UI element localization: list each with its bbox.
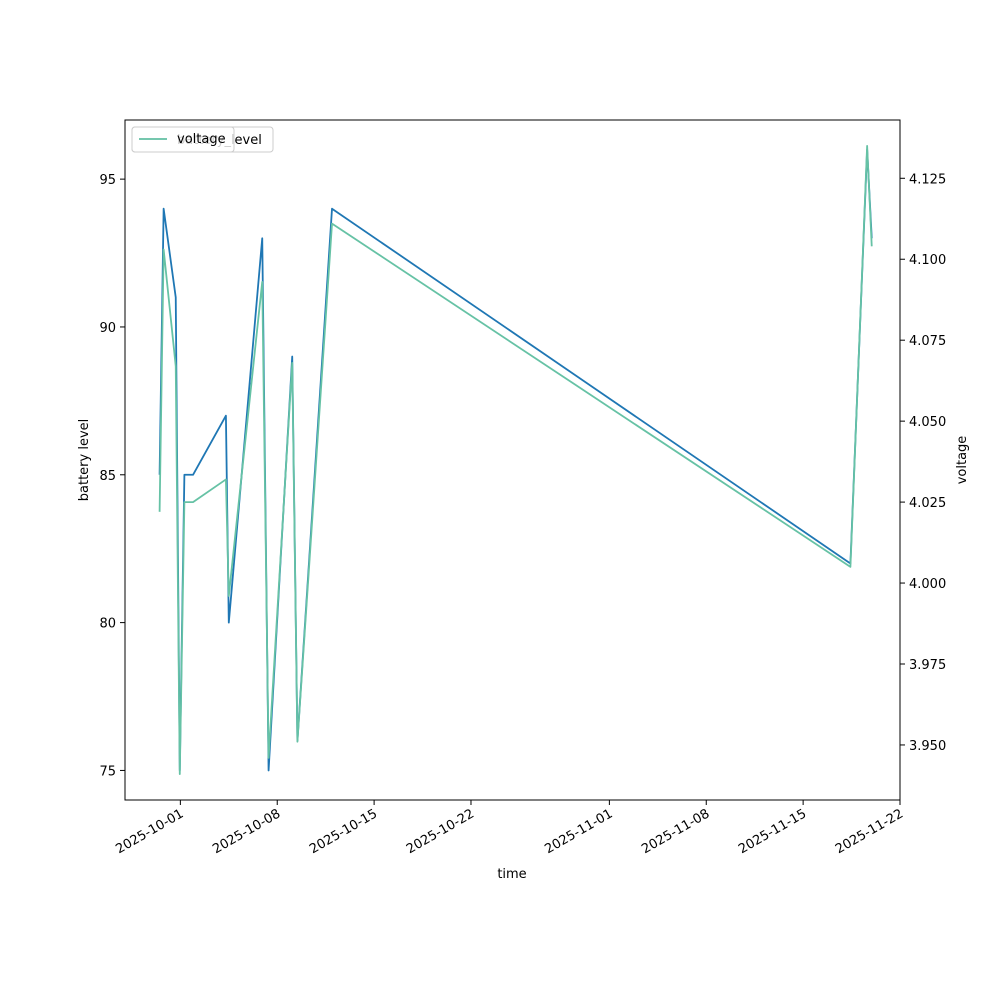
legend-right-label: voltage <box>177 132 226 147</box>
y-axis-right: 3.950 3.975 4.000 4.025 4.050 4.075 4.100 4.125 <box>900 172 946 754</box>
plot-frame <box>124 119 901 801</box>
y-right-tick-label-0: 3.950 <box>909 739 946 754</box>
legend-right-box <box>131 126 235 153</box>
y-left-tick-label-3: 90 <box>99 321 116 336</box>
series-line-voltage <box>158 144 873 775</box>
legend-right: voltage <box>131 126 235 153</box>
y-left-tick-label-2: 85 <box>99 469 116 484</box>
y-axis-left-label: battery level <box>77 419 92 502</box>
y-right-tick-label-7: 4.125 <box>909 172 946 187</box>
y-left-tick-label-0: 75 <box>99 764 116 779</box>
y-right-tick-label-4: 4.050 <box>909 415 946 430</box>
y-axis-left: 75 80 85 90 95 <box>99 173 125 779</box>
y-axis-right-label: voltage <box>955 436 970 485</box>
y-right-tick-label-3: 4.025 <box>909 496 946 511</box>
y-right-tick-label-5: 4.075 <box>909 334 946 349</box>
x-axis-label: time <box>497 867 526 882</box>
y-left-tick-label-1: 80 <box>99 617 116 632</box>
y-right-tick-label-6: 4.100 <box>909 253 946 268</box>
y-right-tick-label-2: 4.000 <box>909 577 946 592</box>
y-left-tick-label-4: 95 <box>99 173 116 188</box>
y-right-tick-label-1: 3.975 <box>909 658 946 673</box>
series-layer <box>158 144 873 775</box>
